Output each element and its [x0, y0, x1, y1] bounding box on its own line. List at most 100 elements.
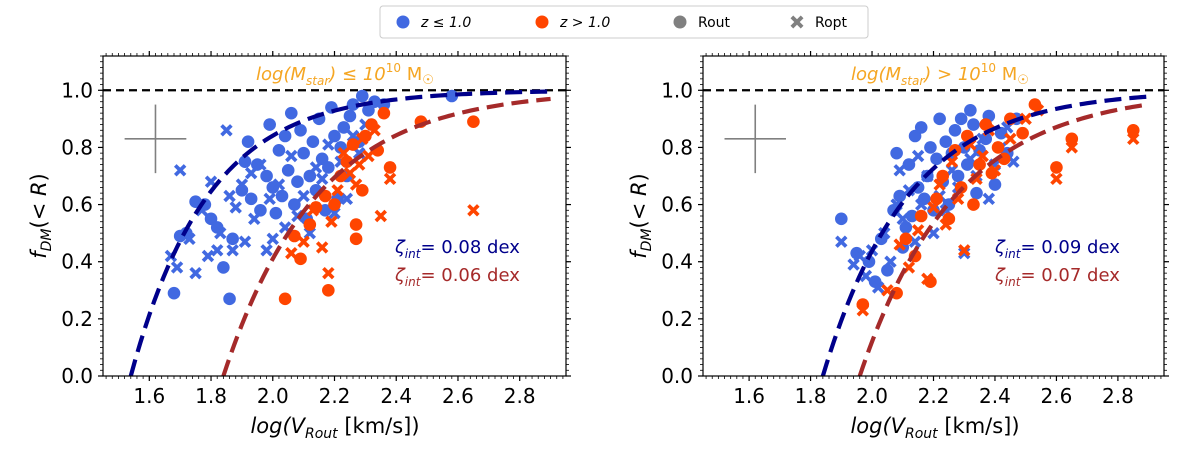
left-point-2-5: [318, 189, 332, 203]
right-point-2-7: [936, 169, 950, 183]
left-y-tick-3: 0.6: [61, 193, 93, 217]
left-x-tick-1: 1.8: [195, 384, 227, 408]
left-point-1-16: [244, 166, 258, 180]
right-x-tick-1: 1.8: [795, 384, 827, 408]
right-point-1-5: [871, 281, 885, 294]
right-point-1-25: [982, 192, 996, 206]
left-point-3-11: [356, 132, 369, 146]
legend-marker-2: [673, 15, 687, 29]
legend-item-0: z ≤ 1.0: [396, 15, 471, 31]
right-point-3-2: [893, 238, 906, 251]
left-point-0-22: [278, 129, 292, 143]
right-point-3-11: [958, 244, 971, 257]
left-point-3-8: [343, 166, 357, 180]
legend-marker-1: [535, 15, 549, 29]
right-x-tick-6: 2.8: [1102, 384, 1134, 408]
legend: z ≤ 1.0 z > 1.0 Rout Ropt: [379, 5, 869, 39]
left-point-0-9: [226, 232, 239, 246]
right-point-3-0: [856, 304, 870, 317]
legend-item-3: Ropt: [790, 15, 848, 31]
left-point-0-36: [322, 161, 335, 174]
left-point-2-10: [346, 138, 360, 151]
left-point-1-29: [315, 172, 329, 186]
right-point-0-35: [979, 132, 993, 146]
left-y-tick-4: 0.8: [61, 135, 93, 159]
left-point-0-28: [297, 146, 310, 160]
left-x-tick-0: 1.6: [133, 384, 165, 408]
left-point-0-20: [272, 143, 286, 157]
left-point-1-13: [229, 201, 242, 214]
left-point-0-0: [167, 286, 181, 300]
right-point-0-32: [967, 118, 980, 131]
right-point-0-10: [899, 221, 913, 234]
left-x-tick-4: 2.4: [380, 384, 412, 408]
left-point-1-15: [238, 235, 252, 248]
left-point-1-4: [189, 266, 202, 280]
right-error-bar: [724, 104, 786, 174]
left-point-2-9: [340, 155, 354, 169]
left-point-0-13: [244, 192, 258, 206]
left-point-0-21: [275, 189, 289, 203]
left-series-0: [167, 89, 459, 306]
legend-item-2: Rout: [673, 15, 731, 31]
right-x-tick-5: 2.6: [1041, 384, 1073, 408]
left-point-0-23: [281, 163, 295, 177]
right-point-3-6: [927, 201, 940, 214]
right-point-3-7: [933, 178, 946, 191]
right-y-tick-0: 0.0: [661, 364, 693, 388]
left-point-0-16: [260, 169, 273, 183]
left-point-0-12: [241, 135, 255, 149]
legend-label-1: z > 1.0: [559, 15, 610, 31]
legend-label-2: Rout: [698, 15, 731, 31]
right-point-2-13: [973, 158, 986, 171]
left-point-0-41: [337, 121, 351, 134]
left-point-3-3: [315, 241, 329, 254]
left-point-3-0: [285, 246, 298, 260]
right-y-tick-4: 0.8: [661, 135, 693, 159]
left-point-2-2: [294, 252, 307, 266]
right-point-3-14: [976, 149, 989, 163]
left-y-tick-1: 0.2: [61, 307, 93, 331]
right-point-0-11: [902, 158, 916, 171]
left-point-2-12: [349, 232, 363, 246]
left-point-3-6: [331, 184, 344, 197]
left-point-1-19: [260, 244, 273, 257]
right-point-0-19: [927, 203, 940, 217]
right-point-0-33: [970, 186, 983, 200]
right-point-2-6: [930, 192, 943, 206]
left-series-2: [278, 106, 480, 306]
right-point-0-0: [835, 212, 848, 226]
left-series-1: [164, 118, 372, 280]
legend-frame: [379, 5, 869, 39]
left-series-3: [285, 124, 480, 280]
left-point-0-18: [266, 181, 280, 194]
right-point-2-21: [1050, 161, 1063, 174]
legend-marker-0: [396, 15, 410, 29]
left-point-3-4: [322, 266, 335, 280]
left-point-2-18: [383, 161, 397, 174]
left-zeta-low: ζint= 0.08 dex: [394, 237, 520, 261]
left-point-3-9: [349, 178, 363, 191]
left-point-2-3: [303, 218, 317, 231]
right-zeta-low: ζint= 0.09 dex: [994, 237, 1120, 261]
left-y-axis-title: fDM(< R): [27, 173, 55, 259]
left-point-2-11: [349, 218, 363, 231]
left-point-1-21: [266, 232, 279, 246]
right-point-1-7: [884, 255, 897, 268]
right-panel: log(Mstar) > 1010 M☉ ζint= 0.09 dex ζint…: [627, 51, 1169, 442]
right-point-0-12: [905, 209, 919, 223]
left-point-0-7: [217, 261, 230, 274]
right-point-3-20: [1050, 172, 1063, 186]
legend-label-3: Ropt: [815, 15, 848, 31]
right-y-tick-2: 0.4: [661, 250, 693, 274]
legend-marker-3: [790, 15, 804, 29]
left-y-tick-5: 1.0: [61, 78, 93, 102]
legend-item-1: z > 1.0: [535, 15, 610, 31]
left-point-3-7: [337, 146, 350, 160]
right-point-3-16: [988, 164, 1002, 177]
legend-label-0: z ≤ 1.0: [420, 15, 471, 31]
right-x-tick-2: 2.0: [856, 384, 888, 408]
right-point-1-14: [915, 198, 928, 211]
left-point-1-8: [211, 244, 224, 257]
left-point-1-9: [214, 226, 227, 240]
